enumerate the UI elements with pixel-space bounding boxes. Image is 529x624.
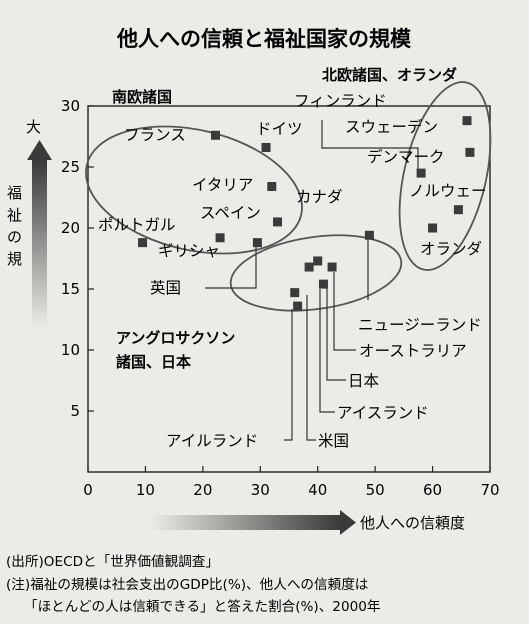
group-ellipse-southern-europe [85,125,303,255]
group-label-anglosaxon-line1: アングロサクソン [116,329,235,347]
point-marker [210,130,220,140]
group-ellipse-anglosaxon [229,234,403,312]
point-labels: フランス ドイツ イタリア スペイン ポルトガル ギリシャ 英国 フィンランド … [98,92,487,450]
chart-title: 他人への信頼と福祉国家の規模 [116,27,412,51]
label-italy: イタリア [192,176,253,194]
x-tick-label: 0 [83,481,93,499]
y-axis-top-label: 大 [26,118,41,136]
point-marker [273,217,283,227]
label-germany: ドイツ [256,120,303,138]
label-canada: カナダ [296,188,343,206]
point-marker [318,279,328,289]
x-tick-label: 10 [136,481,155,499]
point-marker [462,116,472,126]
axis-ticks: 0 10 20 30 40 50 60 70 5 10 15 20 25 30 [61,97,500,499]
y-axis-gradient-bar [32,160,47,328]
x-tick-label: 70 [480,481,499,499]
label-norway: ノルウェー [409,182,487,200]
point-marker [304,262,314,272]
y-tick-label: 25 [61,158,80,176]
label-japan: 日本 [348,372,379,390]
leader-ireland [284,309,293,441]
label-spain: スペイン [200,204,261,222]
leader-usa [306,295,316,441]
point-marker [453,205,463,215]
leader-lines [205,120,419,441]
y-axis-title-char: 規 [7,250,22,268]
y-tick-label: 15 [61,280,80,298]
y-axis-title: 福 祉 の 規 [7,184,22,268]
point-marker [138,238,148,248]
point-marker [267,182,277,192]
footnote-line-2: 「ほとんどの人は信頼できる」と答えた割合(%)、2000年 [24,598,381,615]
group-ellipse-nordic [398,81,492,271]
point-marker [428,223,438,233]
x-tick-label: 30 [251,481,270,499]
point-marker [416,168,426,178]
y-axis-title-char: 祉 [7,206,22,224]
label-sweden: スウェーデン [345,117,438,136]
leader-japan [326,283,346,381]
point-marker [261,142,271,152]
y-tick-label: 5 [70,402,80,420]
x-tick-label: 40 [308,481,327,499]
point-marker [313,256,323,266]
y-axis-title-char: の [7,228,22,246]
label-ireland: アイルランド [166,432,258,450]
group-label-anglosaxon-line2: 諸国、日本 [116,353,191,371]
point-marker [293,301,303,311]
x-tick-label: 50 [366,481,385,499]
leader-england [205,245,257,289]
label-australia: オーストラリア [359,342,467,360]
y-tick-label: 10 [61,341,80,359]
point-marker [364,230,374,240]
label-netherlands: オランダ [420,240,482,258]
label-denmark: デンマーク [367,147,445,166]
y-tick-label: 20 [61,219,80,237]
point-marker [327,262,337,272]
x-axis-gradient-bar [150,515,340,530]
x-axis-label: 他人への信頼度 [360,514,465,532]
point-marker [215,233,225,243]
label-iceland: アイスランド [337,404,429,422]
y-axis-arrowhead [27,140,52,160]
leader-iceland [319,289,335,413]
group-label-nordic: 北欧諸国、オランダ [322,66,457,84]
x-axis-arrowhead [340,510,356,535]
y-tick-label: 30 [61,97,80,115]
point-marker [465,147,475,157]
data-markers [138,116,475,311]
source-note: (出所)OECDと「世界価値観調査」 [6,553,219,570]
group-label-southern-europe: 南欧諸国 [112,88,172,106]
y-axis-title-char: 福 [7,184,22,202]
leader-finland [321,120,419,174]
label-greece: ギリシャ [158,242,220,260]
label-england: 英国 [150,279,181,297]
label-finland: フィンランド [294,92,387,110]
x-tick-label: 60 [423,481,442,499]
point-marker [290,288,300,298]
x-tick-label: 20 [193,481,212,499]
point-marker [252,238,262,248]
label-usa: 米国 [318,432,349,450]
footnote-line-1: (注)福祉の規模は社会支出のGDP比(%)、他人への信頼度は [6,577,368,593]
label-portugal: ポルトガル [98,216,176,234]
label-newzealand: ニュージーランド [358,316,482,334]
label-france: フランス [124,126,186,144]
leader-australia [333,272,356,351]
